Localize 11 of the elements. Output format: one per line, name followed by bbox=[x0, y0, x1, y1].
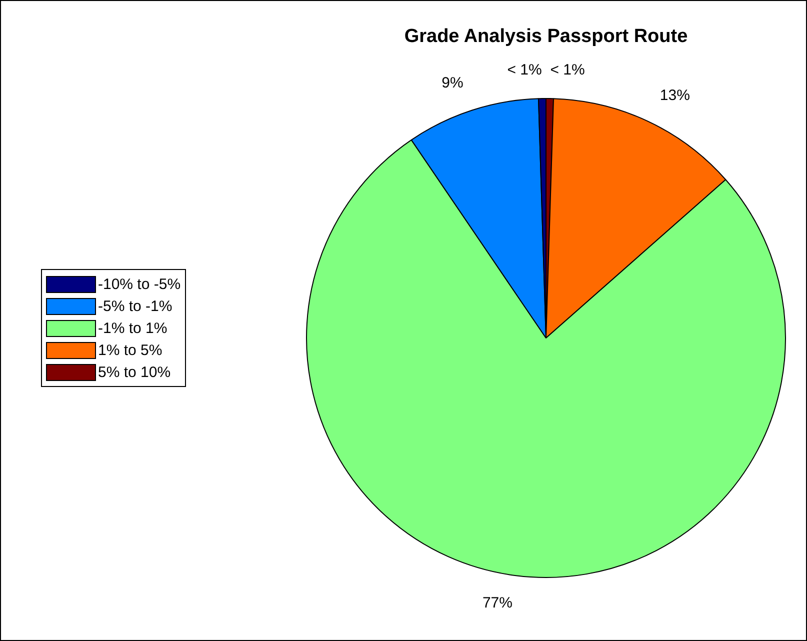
legend-label: -5% to -1% bbox=[98, 298, 172, 314]
data-label: < 1% bbox=[550, 62, 585, 79]
chart-title: Grade Analysis Passport Route bbox=[404, 26, 688, 48]
legend-label: -1% to 1% bbox=[98, 320, 168, 336]
data-label: 9% bbox=[442, 74, 464, 92]
legend-label: 1% to 5% bbox=[98, 342, 162, 358]
data-label: 77% bbox=[482, 594, 512, 612]
legend-label: -10% to -5% bbox=[98, 276, 181, 292]
data-label: < 1% bbox=[507, 62, 542, 79]
data-label: 13% bbox=[660, 87, 690, 104]
legend-label: 5% to 10% bbox=[98, 364, 171, 380]
